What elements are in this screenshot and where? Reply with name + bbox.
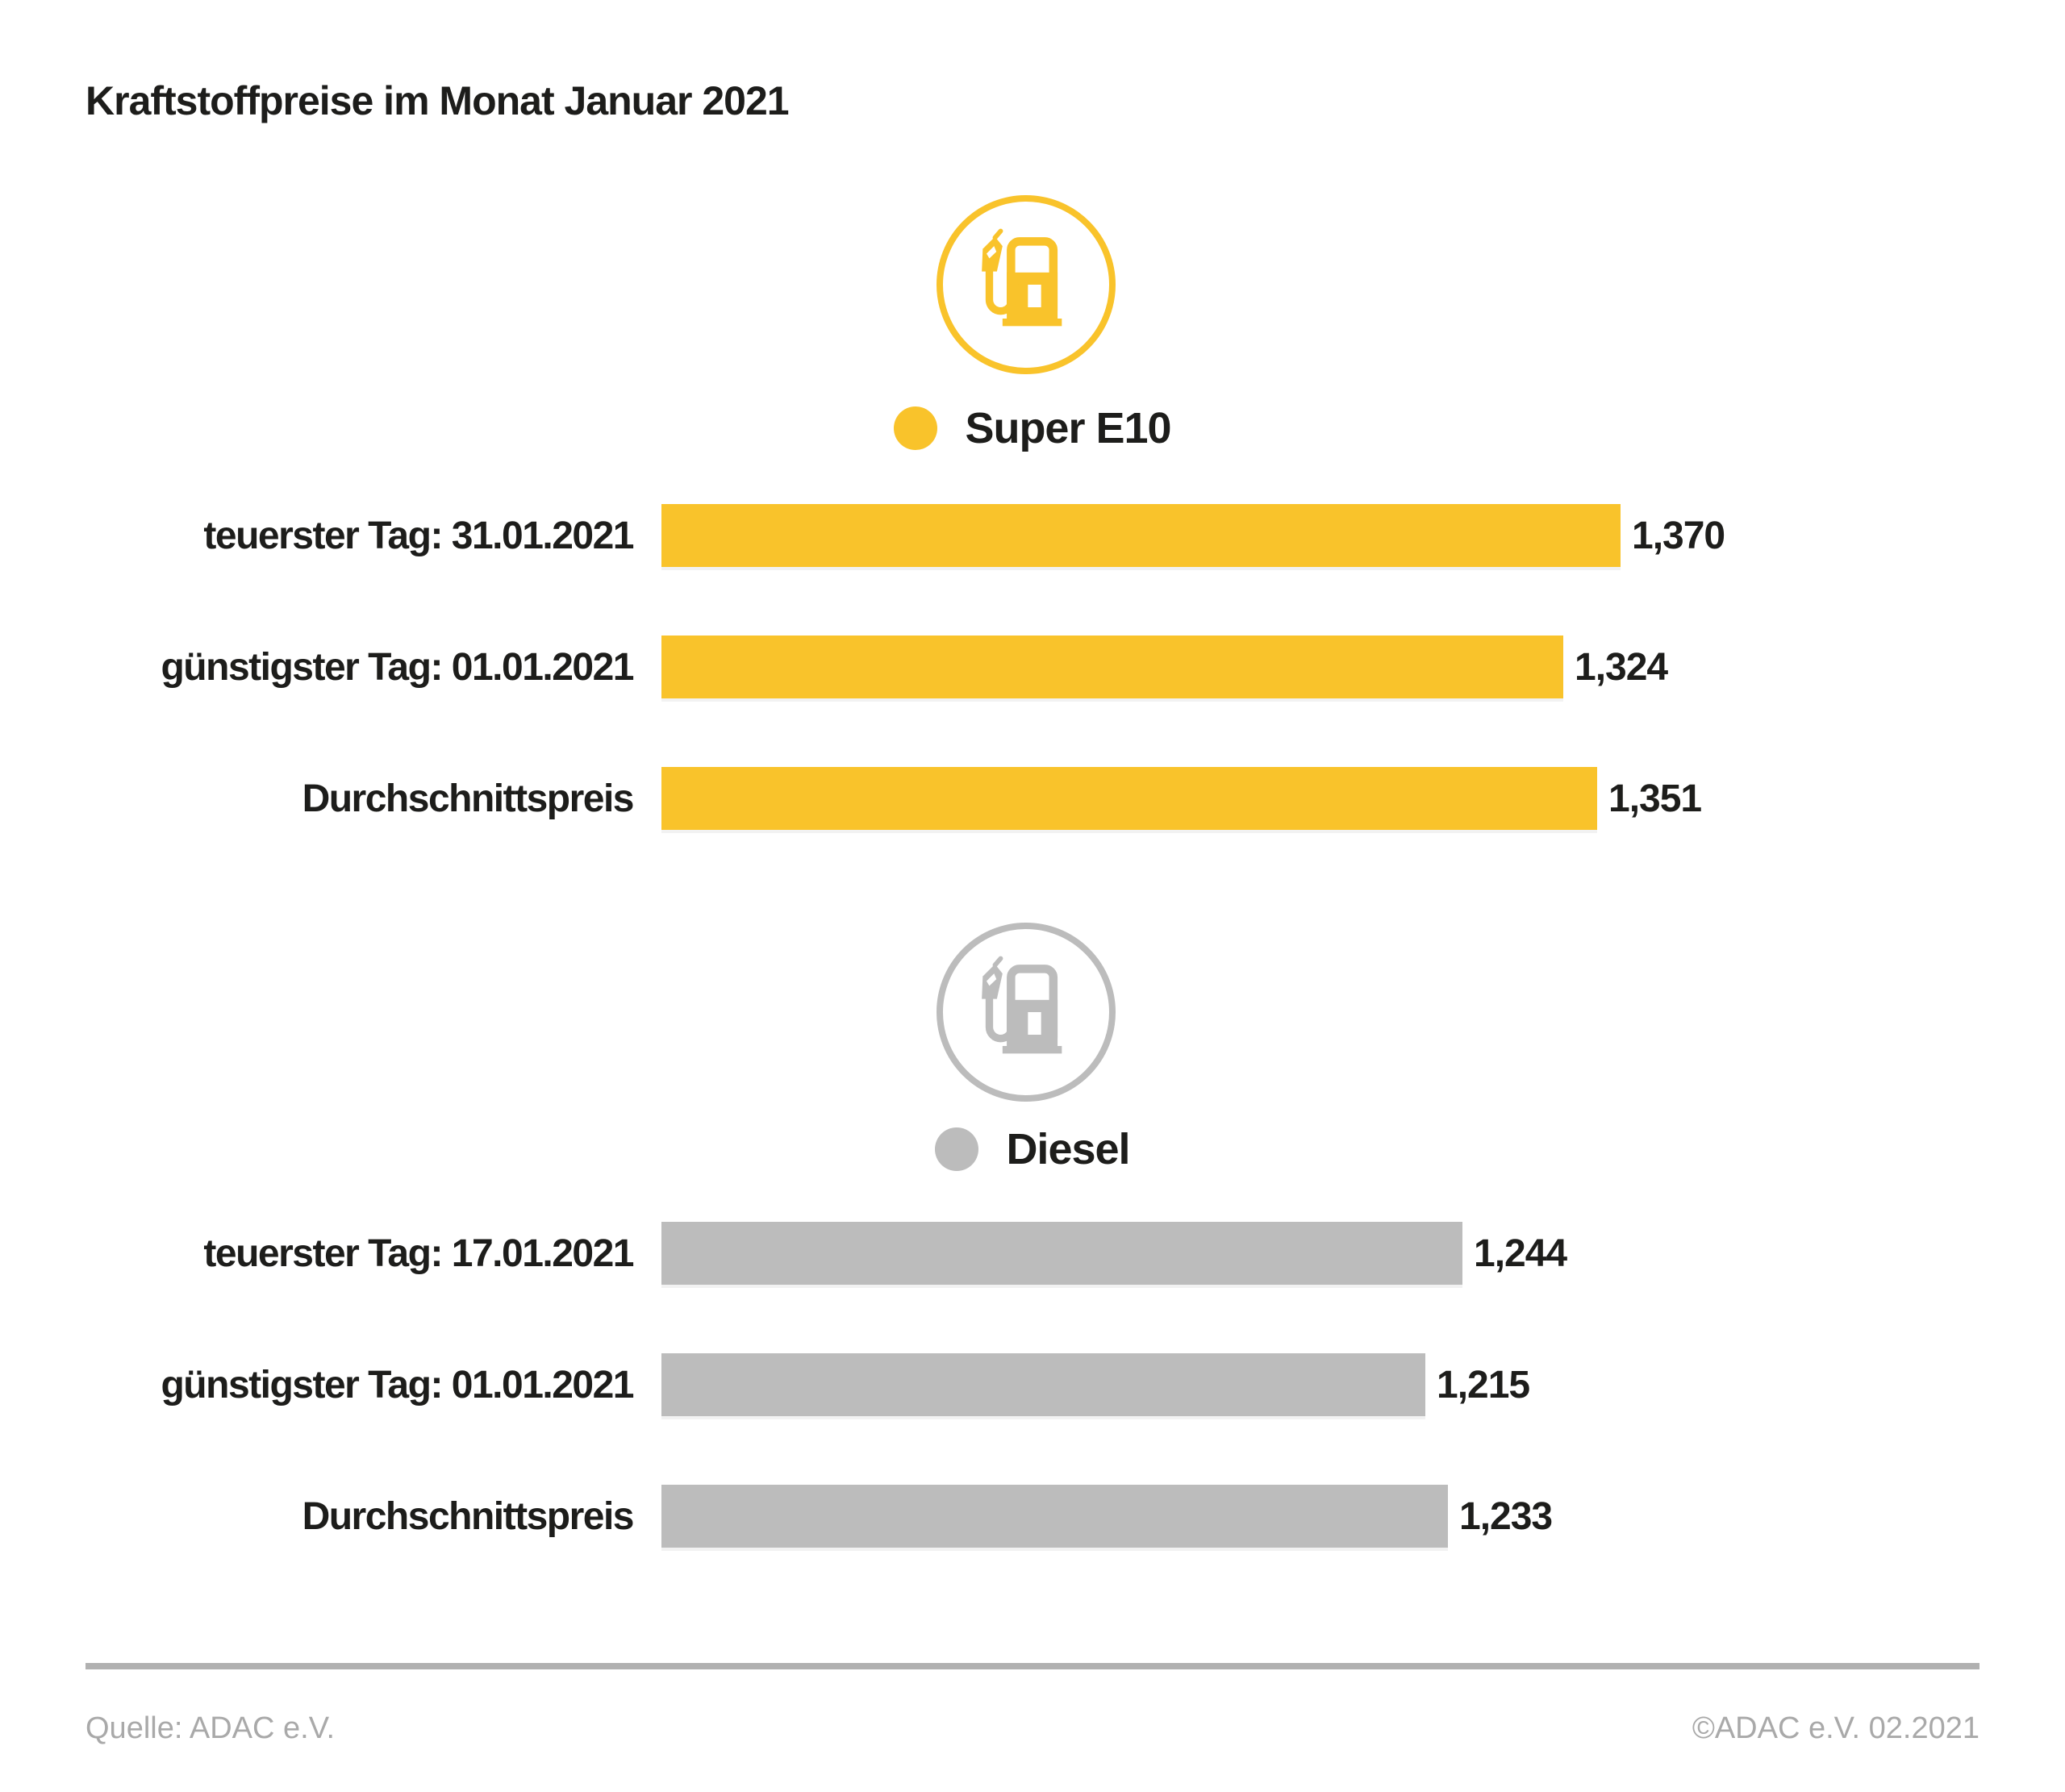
bar-super-e10-durchschnittspreis — [661, 767, 1597, 830]
bar-diesel-teuerster-tag — [661, 1222, 1462, 1285]
bar-label: teuerster Tag: 31.01.2021 — [203, 514, 634, 557]
source-note: Quelle: ADAC e.V. — [86, 1711, 336, 1745]
footer-divider — [86, 1663, 1979, 1669]
bar-diesel-guenstigster-tag — [661, 1353, 1425, 1416]
page-title: Kraftstoffpreise im Monat Januar 2021 — [86, 78, 790, 123]
bar-label: günstigster Tag: 01.01.2021 — [161, 645, 634, 689]
legend-diesel: Diesel — [0, 1127, 2065, 1171]
fuel-pump-glyph — [970, 956, 1083, 1069]
bar-row: günstigster Tag: 01.01.2021 1,324 — [0, 636, 2065, 698]
bar-row: günstigster Tag: 01.01.2021 1,215 — [0, 1353, 2065, 1416]
bar-diesel-durchschnittspreis — [661, 1485, 1448, 1548]
bar-super-e10-teuerster-tag — [661, 504, 1621, 567]
bar-label: teuerster Tag: 17.01.2021 — [203, 1231, 634, 1275]
bar-row: Durchschnittspreis 1,351 — [0, 767, 2065, 830]
copyright-note: ©ADAC e.V. 02.2021 — [1692, 1711, 1979, 1745]
bar-value: 1,215 — [1437, 1363, 1530, 1407]
bar-row: teuerster Tag: 17.01.2021 1,244 — [0, 1222, 2065, 1285]
footer: Quelle: ADAC e.V. ©ADAC e.V. 02.2021 — [86, 1711, 1979, 1746]
legend-super-e10: Super E10 — [0, 406, 2065, 450]
bar-row: Durchschnittspreis 1,233 — [0, 1485, 2065, 1548]
legend-label-diesel: Diesel — [1006, 1125, 1130, 1173]
legend-label-super-e10: Super E10 — [965, 404, 1171, 452]
bar-label: Durchschnittspreis — [302, 777, 635, 820]
fuel-pump-glyph — [970, 228, 1083, 341]
bar-group-diesel: teuerster Tag: 17.01.2021 1,244 günstigs… — [0, 1222, 2065, 1616]
bar-row: teuerster Tag: 31.01.2021 1,370 — [0, 504, 2065, 567]
bar-label: Durchschnittspreis — [302, 1494, 635, 1538]
bar-value: 1,244 — [1474, 1231, 1567, 1275]
bar-value: 1,370 — [1632, 514, 1725, 557]
bar-value: 1,233 — [1459, 1494, 1553, 1538]
legend-dot-diesel — [935, 1127, 979, 1171]
bar-group-super-e10: teuerster Tag: 31.01.2021 1,370 günstigs… — [0, 504, 2065, 898]
bar-value: 1,351 — [1608, 777, 1702, 820]
bar-super-e10-guenstigster-tag — [661, 636, 1563, 698]
fuel-pump-icon — [937, 195, 1116, 374]
fuel-pump-icon — [937, 923, 1116, 1102]
bar-value: 1,324 — [1575, 645, 1668, 689]
bar-label: günstigster Tag: 01.01.2021 — [161, 1363, 634, 1407]
legend-dot-super-e10 — [894, 406, 938, 450]
